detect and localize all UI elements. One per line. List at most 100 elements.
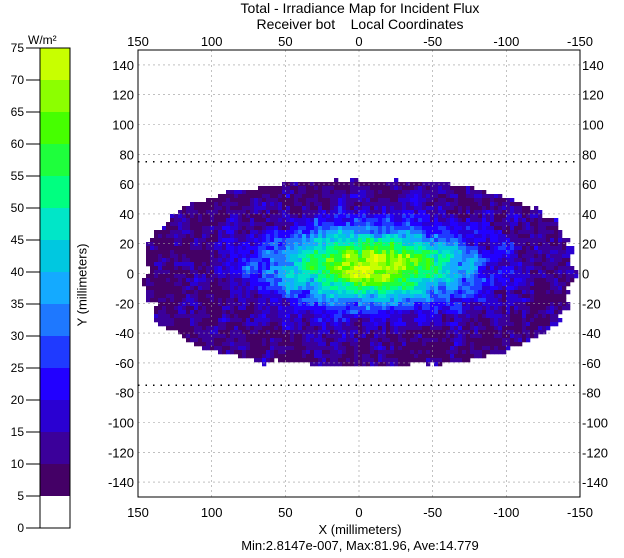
- flux-cell: [338, 262, 343, 267]
- flux-cell: [170, 234, 175, 239]
- flux-cell: [270, 194, 275, 199]
- flux-cell: [194, 278, 199, 283]
- flux-cell: [198, 246, 203, 251]
- flux-cell: [394, 234, 399, 239]
- flux-cell: [478, 266, 483, 271]
- flux-cell: [418, 298, 423, 303]
- flux-cell: [230, 302, 235, 307]
- flux-cell: [542, 246, 547, 251]
- flux-cell: [286, 246, 291, 251]
- flux-cell: [222, 278, 227, 283]
- flux-cell: [538, 278, 543, 283]
- flux-cell: [366, 314, 371, 319]
- flux-cell: [394, 246, 399, 251]
- flux-cell: [198, 278, 203, 283]
- flux-cell: [410, 230, 415, 235]
- flux-cell: [378, 350, 383, 355]
- flux-cell: [270, 342, 275, 347]
- flux-cell: [538, 238, 543, 243]
- flux-cell: [194, 250, 199, 255]
- flux-cell: [270, 274, 275, 279]
- flux-cell: [354, 246, 359, 251]
- flux-cell: [330, 362, 335, 367]
- flux-cell: [450, 242, 455, 247]
- flux-cell: [478, 302, 483, 307]
- flux-cell: [566, 306, 571, 311]
- flux-cell: [242, 350, 247, 355]
- flux-cell: [190, 254, 195, 259]
- flux-cell: [194, 218, 199, 223]
- flux-cell: [206, 198, 211, 203]
- flux-cell: [182, 242, 187, 247]
- flux-cell: [426, 242, 431, 247]
- flux-cell: [430, 306, 435, 311]
- flux-cell: [278, 318, 283, 323]
- flux-cell: [342, 318, 347, 323]
- flux-cell: [534, 238, 539, 243]
- flux-cell: [418, 246, 423, 251]
- flux-cell: [558, 286, 563, 291]
- flux-cell: [402, 278, 407, 283]
- flux-cell: [546, 322, 551, 327]
- flux-cell: [426, 250, 431, 255]
- flux-cell: [470, 270, 475, 275]
- flux-cell: [222, 314, 227, 319]
- flux-cell: [370, 310, 375, 315]
- flux-cell: [202, 310, 207, 315]
- flux-cell: [462, 250, 467, 255]
- flux-cell: [214, 238, 219, 243]
- flux-cell: [454, 218, 459, 223]
- flux-cell: [258, 214, 263, 219]
- flux-cell: [502, 294, 507, 299]
- flux-cell: [414, 274, 419, 279]
- flux-cell: [446, 346, 451, 351]
- flux-cell: [254, 346, 259, 351]
- flux-cell: [358, 182, 363, 187]
- flux-cell: [442, 194, 447, 199]
- flux-cell: [190, 310, 195, 315]
- flux-cell: [414, 218, 419, 223]
- flux-cell: [518, 206, 523, 211]
- flux-cell: [402, 270, 407, 275]
- flux-cell: [246, 330, 251, 335]
- flux-cell: [546, 314, 551, 319]
- flux-cell: [502, 302, 507, 307]
- flux-cell: [330, 258, 335, 263]
- flux-cell: [262, 358, 267, 363]
- flux-cell: [478, 306, 483, 311]
- flux-cell: [146, 258, 151, 263]
- flux-cell: [494, 254, 499, 259]
- flux-cell: [230, 210, 235, 215]
- flux-cell: [454, 294, 459, 299]
- flux-cell: [242, 306, 247, 311]
- flux-cell: [298, 330, 303, 335]
- flux-cell: [446, 326, 451, 331]
- flux-cell: [442, 206, 447, 211]
- flux-cell: [506, 346, 511, 351]
- flux-cell: [522, 274, 527, 279]
- flux-cell: [194, 214, 199, 219]
- flux-cell: [182, 334, 187, 339]
- flux-cell: [274, 190, 279, 195]
- flux-cell: [526, 338, 531, 343]
- flux-cell: [322, 326, 327, 331]
- flux-cell: [270, 238, 275, 243]
- flux-cell: [258, 262, 263, 267]
- flux-cell: [446, 222, 451, 227]
- flux-cell: [378, 238, 383, 243]
- flux-cell: [530, 218, 535, 223]
- flux-cell: [430, 266, 435, 271]
- flux-cell: [518, 310, 523, 315]
- flux-cell: [222, 198, 227, 203]
- flux-cell: [218, 318, 223, 323]
- flux-cell: [398, 190, 403, 195]
- flux-cell: [510, 338, 515, 343]
- flux-cell: [554, 294, 559, 299]
- flux-cell: [278, 186, 283, 191]
- flux-cell: [498, 206, 503, 211]
- flux-cell: [326, 254, 331, 259]
- flux-cell: [270, 358, 275, 363]
- flux-cell: [262, 202, 267, 207]
- flux-cell: [530, 222, 535, 227]
- flux-cell: [270, 210, 275, 215]
